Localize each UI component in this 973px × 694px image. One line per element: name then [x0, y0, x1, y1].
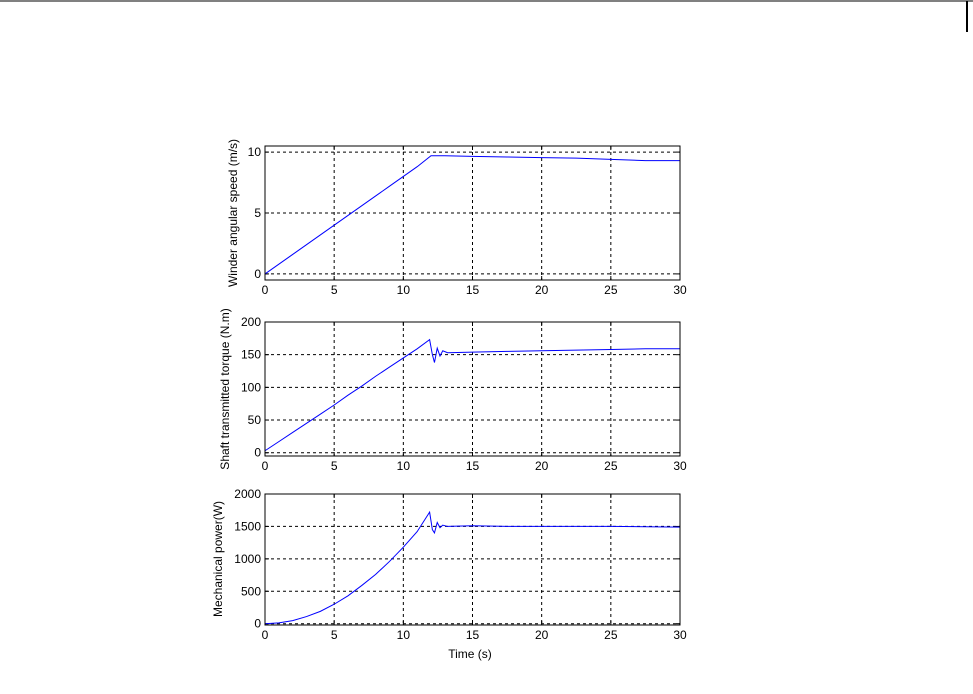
- x-tick-label: 20: [535, 459, 549, 473]
- x-tick-label: 15: [466, 628, 480, 642]
- y-axis-label: Mechanical power(W): [211, 501, 225, 617]
- y-tick-label: 0: [254, 446, 261, 460]
- series-line: [264, 155, 680, 275]
- x-tick-label: 30: [673, 283, 687, 297]
- x-tick-label: 0: [262, 628, 269, 642]
- y-axis-label: Winder angular speed (m/s): [226, 139, 240, 287]
- y-tick-labels: 0 500 1000 1500 2000: [234, 487, 261, 631]
- x-tick-label: 10: [397, 283, 411, 297]
- axes-box: [264, 321, 681, 457]
- series-line: [264, 155, 680, 275]
- x-tick-labels: 0 5 10 15 20 25 30: [262, 459, 687, 473]
- x-tick-label: 25: [604, 459, 618, 473]
- x-tick-label: 10: [397, 459, 411, 473]
- subplot-shaft-torque: 0 5 10 15 20 25 30 0 50 100 150 200 Shaft transmit…: [218, 308, 687, 473]
- series-line: [264, 510, 681, 625]
- subplot-winder-speed: 0 5 10 15 20 25 30 0 5 10 Winder angular speed (…: [226, 139, 687, 297]
- x-tick-labels: 0 5 10 15 20 25 30: [262, 628, 687, 642]
- y-tick-label: 0: [254, 617, 261, 631]
- y-tick-label: 2000: [234, 487, 261, 501]
- y-axis-label: Shaft transmitted torque (N.m): [218, 308, 232, 469]
- y-tick-label: 10: [248, 145, 262, 159]
- y-tick-label: 5: [254, 206, 261, 220]
- x-tick-label: 30: [673, 459, 687, 473]
- x-tick-label: 25: [604, 283, 618, 297]
- x-tick-label: 15: [466, 459, 480, 473]
- x-tick-label: 5: [331, 283, 338, 297]
- series-line: [264, 338, 680, 452]
- y-tick-label: 150: [241, 348, 261, 362]
- axes-box: [264, 493, 681, 626]
- x-tick-label: 0: [262, 459, 269, 473]
- series-line: [264, 338, 680, 452]
- x-tick-label: 10: [397, 628, 411, 642]
- axes-box: [264, 145, 681, 281]
- x-axis-label: Time (s): [448, 647, 492, 661]
- x-tick-label: 20: [535, 283, 549, 297]
- x-tick-label: 20: [535, 628, 549, 642]
- x-tick-label: 5: [331, 628, 338, 642]
- x-tick-labels: 0 5 10 15 20 25 30: [262, 283, 687, 297]
- y-tick-label: 200: [241, 315, 261, 329]
- y-tick-label: 1500: [234, 519, 261, 533]
- subplot-mechanical-power: 0 5 10 15 20 25 30 0 500 1000 1500 2000 Mechanical…: [211, 487, 687, 661]
- y-tick-label: 1000: [234, 552, 261, 566]
- x-tick-label: 25: [604, 628, 618, 642]
- y-tick-label: 50: [248, 413, 262, 427]
- x-tick-label: 5: [331, 459, 338, 473]
- y-tick-labels: 0 5 10: [248, 145, 262, 281]
- x-tick-label: 0: [262, 283, 269, 297]
- y-tick-label: 100: [241, 380, 261, 394]
- y-tick-label: 500: [241, 584, 261, 598]
- y-tick-labels: 0 50 100 150 200: [241, 315, 261, 460]
- x-tick-label: 30: [673, 628, 687, 642]
- x-tick-label: 15: [466, 283, 480, 297]
- y-tick-label: 0: [254, 267, 261, 281]
- series-line: [264, 510, 681, 625]
